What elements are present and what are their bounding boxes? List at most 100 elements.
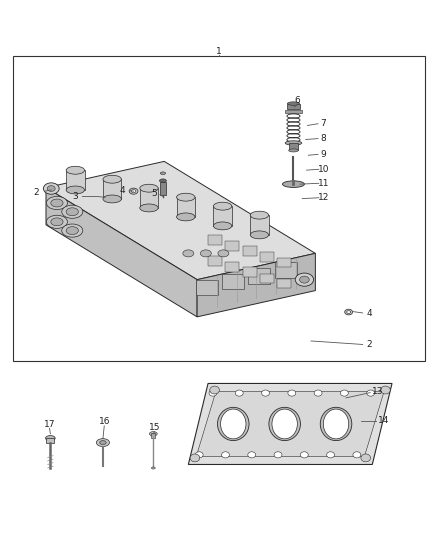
Polygon shape [188, 383, 392, 464]
Ellipse shape [51, 199, 63, 207]
Ellipse shape [283, 181, 304, 188]
Bar [66, 170, 85, 190]
Ellipse shape [340, 390, 348, 396]
Bar [103, 179, 121, 199]
Ellipse shape [261, 390, 269, 396]
Ellipse shape [51, 218, 63, 226]
Ellipse shape [66, 186, 85, 194]
Ellipse shape [314, 390, 322, 396]
Text: 16: 16 [99, 417, 110, 426]
Ellipse shape [345, 309, 353, 315]
Text: 15: 15 [149, 423, 160, 432]
Text: 12: 12 [318, 193, 330, 202]
Bar [213, 206, 232, 226]
Ellipse shape [285, 141, 302, 145]
Ellipse shape [250, 231, 268, 239]
Bar [208, 256, 222, 265]
Polygon shape [248, 268, 270, 284]
Ellipse shape [347, 311, 350, 313]
Ellipse shape [213, 222, 232, 230]
Ellipse shape [46, 215, 67, 229]
Ellipse shape [159, 179, 166, 182]
Ellipse shape [300, 276, 309, 283]
Ellipse shape [183, 250, 194, 257]
Ellipse shape [66, 227, 78, 235]
Ellipse shape [131, 190, 136, 193]
Bar [225, 262, 239, 272]
Text: 13: 13 [372, 387, 383, 396]
Bar [225, 241, 239, 251]
Ellipse shape [46, 435, 55, 441]
Ellipse shape [66, 208, 78, 216]
Ellipse shape [274, 452, 282, 458]
Ellipse shape [96, 439, 110, 447]
Text: 2: 2 [367, 340, 372, 349]
Ellipse shape [353, 452, 361, 458]
Text: 8: 8 [320, 134, 326, 143]
Polygon shape [275, 262, 297, 278]
Ellipse shape [288, 390, 296, 396]
Bar [140, 188, 158, 208]
Ellipse shape [381, 386, 390, 394]
Ellipse shape [195, 452, 203, 458]
Ellipse shape [151, 467, 155, 469]
Ellipse shape [235, 390, 243, 396]
Bar [160, 182, 166, 195]
Ellipse shape [248, 452, 256, 458]
Text: 14: 14 [378, 416, 389, 425]
Ellipse shape [221, 409, 246, 439]
Ellipse shape [200, 250, 211, 257]
Polygon shape [222, 274, 244, 289]
Text: 11: 11 [318, 179, 330, 188]
Polygon shape [197, 253, 315, 317]
Bar [177, 197, 195, 217]
Ellipse shape [140, 204, 158, 212]
Ellipse shape [99, 441, 106, 445]
Bar [243, 246, 257, 256]
Bar [287, 103, 300, 109]
Bar [208, 235, 222, 245]
Ellipse shape [320, 407, 352, 441]
Text: 9: 9 [320, 150, 326, 159]
Bar [277, 258, 291, 268]
Ellipse shape [209, 390, 217, 396]
Ellipse shape [47, 185, 55, 191]
Bar [260, 253, 274, 262]
Ellipse shape [222, 452, 230, 458]
Bar [46, 438, 54, 443]
Text: 10: 10 [318, 165, 330, 174]
Ellipse shape [218, 407, 249, 441]
Text: 5: 5 [152, 189, 158, 198]
Text: 2: 2 [33, 188, 39, 197]
Bar [243, 268, 257, 277]
Polygon shape [196, 280, 218, 295]
Ellipse shape [272, 409, 297, 439]
Ellipse shape [361, 454, 371, 462]
Ellipse shape [103, 195, 121, 203]
Ellipse shape [323, 409, 349, 439]
Bar [151, 433, 155, 438]
Ellipse shape [140, 184, 158, 192]
Text: 3: 3 [72, 192, 78, 201]
Ellipse shape [287, 102, 300, 106]
Ellipse shape [149, 432, 157, 436]
Bar [13, 56, 425, 361]
Bar [250, 215, 268, 235]
Text: 4: 4 [120, 186, 125, 195]
Ellipse shape [190, 454, 200, 462]
Text: 4: 4 [367, 309, 372, 318]
Ellipse shape [213, 202, 232, 210]
Bar [289, 143, 298, 150]
Ellipse shape [177, 193, 195, 201]
Ellipse shape [43, 183, 59, 194]
Ellipse shape [367, 390, 374, 396]
Ellipse shape [218, 250, 229, 257]
Ellipse shape [250, 211, 268, 219]
Ellipse shape [129, 188, 138, 194]
Ellipse shape [300, 452, 308, 458]
Ellipse shape [210, 386, 219, 394]
Text: 7: 7 [320, 119, 326, 128]
Polygon shape [196, 391, 384, 457]
Ellipse shape [177, 213, 195, 221]
Ellipse shape [62, 205, 83, 219]
